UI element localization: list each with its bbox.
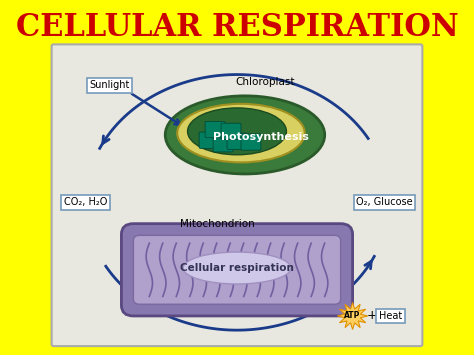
- Text: ATP: ATP: [345, 311, 361, 321]
- Text: Cellular respiration: Cellular respiration: [180, 263, 294, 273]
- Text: Heat: Heat: [379, 311, 402, 321]
- FancyBboxPatch shape: [241, 134, 261, 150]
- Text: Mitochondrion: Mitochondrion: [180, 219, 255, 229]
- FancyBboxPatch shape: [205, 121, 225, 138]
- Text: +: +: [366, 310, 377, 322]
- Ellipse shape: [165, 96, 325, 174]
- Text: CO₂, H₂O: CO₂, H₂O: [64, 197, 107, 207]
- Ellipse shape: [183, 252, 291, 284]
- Ellipse shape: [188, 108, 286, 155]
- Ellipse shape: [177, 104, 305, 163]
- FancyBboxPatch shape: [221, 123, 241, 140]
- FancyBboxPatch shape: [121, 224, 353, 316]
- FancyBboxPatch shape: [133, 235, 341, 304]
- FancyBboxPatch shape: [52, 44, 422, 346]
- FancyBboxPatch shape: [199, 132, 219, 148]
- Text: O₂, Glucose: O₂, Glucose: [356, 197, 413, 207]
- Text: Chloroplast: Chloroplast: [235, 77, 295, 87]
- FancyBboxPatch shape: [227, 133, 247, 149]
- Text: CELLULAR RESPIRATION: CELLULAR RESPIRATION: [16, 12, 458, 43]
- Polygon shape: [337, 302, 368, 329]
- FancyBboxPatch shape: [213, 136, 233, 152]
- Text: Sunlight: Sunlight: [89, 80, 129, 90]
- Text: Photosynthesis: Photosynthesis: [213, 132, 309, 142]
